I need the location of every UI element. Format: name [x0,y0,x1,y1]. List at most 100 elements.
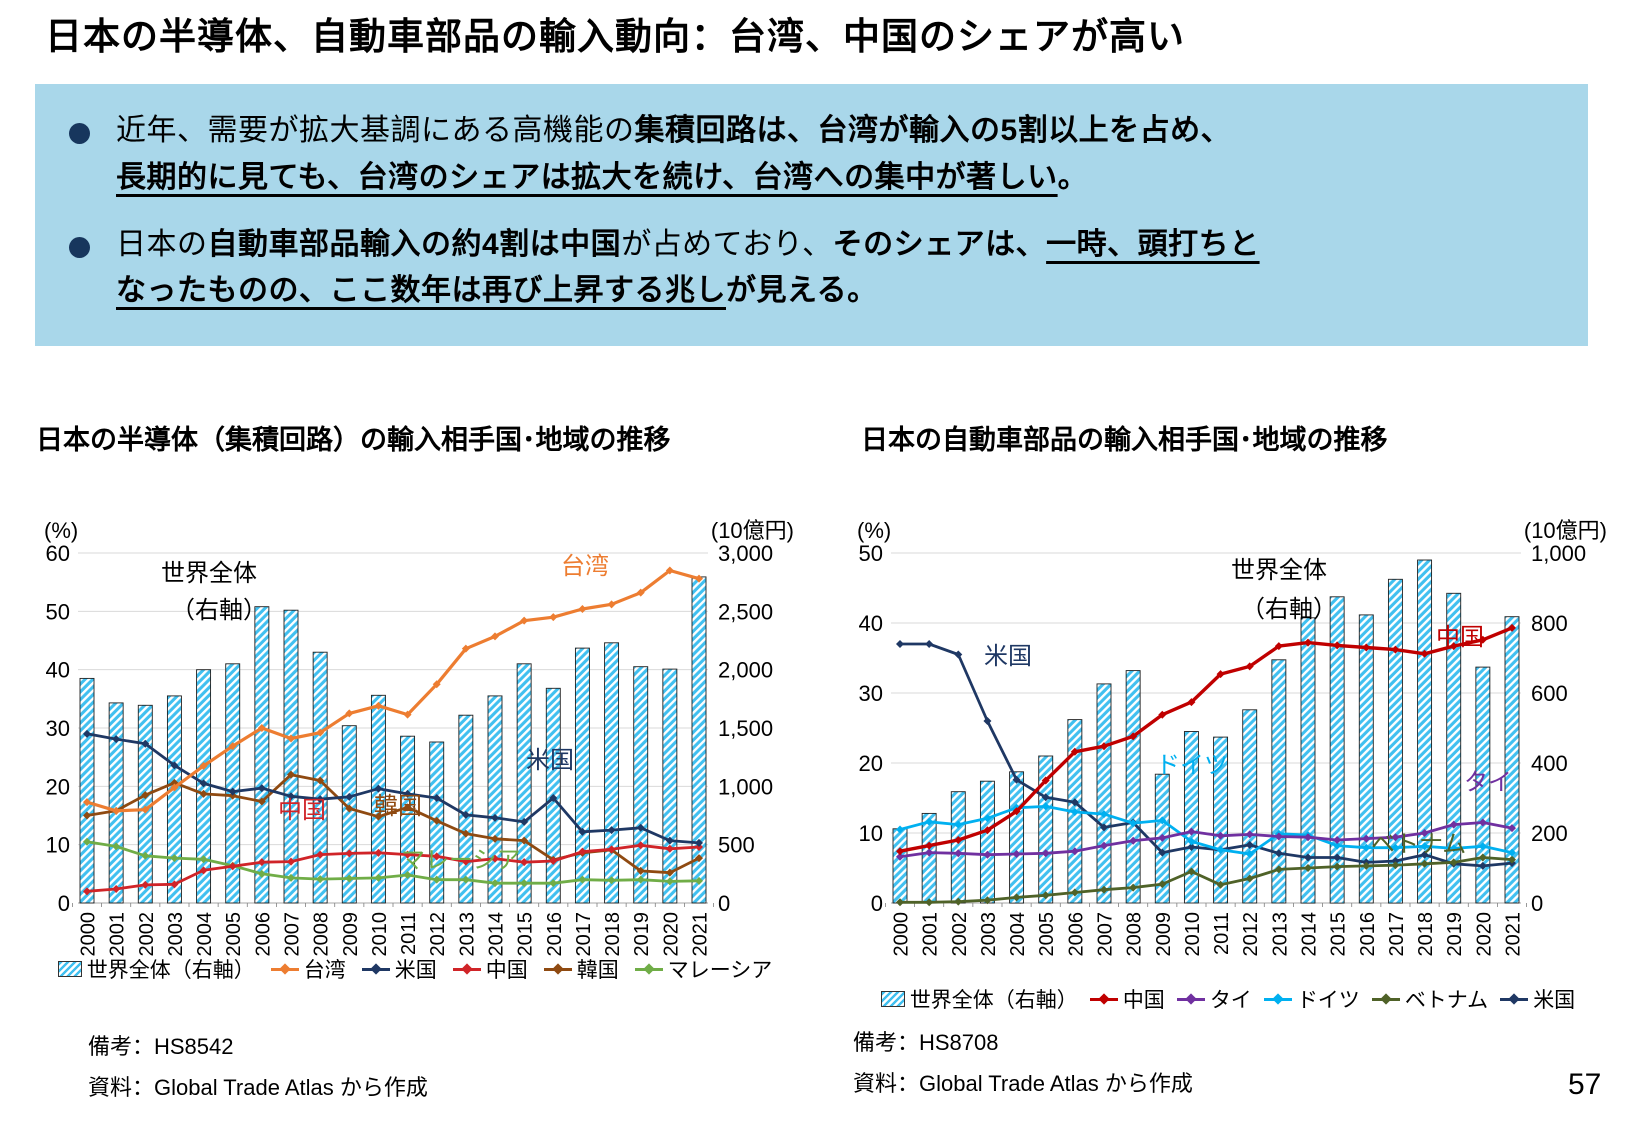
bullet-dot-icon [69,123,90,144]
bullet-segment: 近年、需要が拡大基調にある高機能の [116,114,635,147]
svg-text:500: 500 [718,833,755,858]
svg-text:2006: 2006 [252,912,274,957]
bullet-segment: 一時、頭打ちと [1046,227,1260,261]
note-hs-code: 備考：HS8542 [88,1034,234,1059]
svg-text:400: 400 [1531,751,1568,776]
x-axis-year-labels: 2000 2001 2002 2003 2004 2005 2006 2007 2008 2009… [72,903,714,957]
autoparts-chart: 0 0 10 200 20 400 30 600 40 800 50 1,000 (%) (10億円) 20… [843,511,1613,981]
page-number: 57 [1568,1068,1602,1101]
line-series-米国 [896,640,1516,870]
svg-text:2008: 2008 [1124,912,1146,957]
bullet-segment: 長期的に見ても、台湾のシェアは拡大を続け、台湾への集中が著しい [116,160,1058,194]
svg-text:2013: 2013 [456,912,478,957]
svg-text:50: 50 [46,599,70,624]
annotation-米国: 米国 [984,643,1032,670]
legend-bar-swatch-icon [57,961,82,977]
legend-label: 世界全体（右軸） [909,989,1078,1012]
svg-text:2016: 2016 [544,912,566,957]
legend-label: タイ [1209,989,1252,1012]
bullet-item-1: 近年、需要が拡大基調にある高機能の集積回路は、台湾が輸入の5割以上を占め、 長期的… [35,108,1588,202]
svg-text:2000: 2000 [891,912,913,957]
legend-label: マレーシア [667,959,773,982]
svg-text:10: 10 [859,821,883,846]
svg-text:20: 20 [859,751,883,776]
svg-text:10: 10 [46,833,70,858]
annotation-（右軸）: （右軸） [171,597,267,624]
svg-text:1,000: 1,000 [718,774,773,799]
svg-text:2001: 2001 [107,912,129,957]
svg-text:2014: 2014 [486,912,508,957]
gridlines-and-ticks: 0 0 10 200 20 400 30 600 40 800 50 1,000 (%) (10億円) [857,518,1607,916]
svg-text:2007: 2007 [282,912,304,957]
svg-text:60: 60 [46,541,70,566]
annotation-ベトナム: ベトナム [1371,831,1466,858]
svg-text:2,500: 2,500 [718,599,773,624]
legend-item-韓国: 韓国 [543,954,619,984]
legend-label: 米国 [394,959,437,982]
bullet-dot-icon [69,236,90,258]
legend-line-marker-icon [452,962,481,975]
legend-label: ドイツ [1296,989,1360,1012]
svg-text:0: 0 [871,891,883,916]
legend-line-marker-icon [1371,992,1400,1005]
legend-line-marker-icon [361,962,390,975]
svg-text:2010: 2010 [369,912,391,957]
semiconductor-chart-legend: 世界全体（右軸） 台湾 米国 中国 韓国 マレーシア [30,954,800,984]
svg-text:2000: 2000 [78,912,100,957]
svg-text:2004: 2004 [194,912,216,957]
svg-text:2019: 2019 [631,912,653,957]
svg-text:2010: 2010 [1182,912,1204,957]
bar-series-world-total [79,576,707,904]
bullet-segment: なったものの、ここ数年は再び上昇する兆し [116,274,726,308]
legend-label: 中国 [485,959,528,982]
annotation-台湾: 台湾 [561,553,609,580]
annotation-中国: 中国 [1436,624,1484,651]
chart-title-autoparts: 日本の自動車部品の輸入相手国･地域の推移 [861,425,1388,455]
svg-text:(10億円): (10億円) [711,518,794,543]
svg-text:0: 0 [58,891,70,916]
svg-text:2015: 2015 [515,912,537,957]
line-series-タイ [896,818,1516,861]
svg-text:1,000: 1,000 [1531,541,1586,566]
line-series-台湾 [83,566,703,815]
autoparts-chart-section: 日本の自動車部品の輸入相手国･地域の推移 0 0 10 200 20 400 30 600 40… [843,418,1623,1096]
svg-text:2018: 2018 [602,912,624,957]
legend-item-ドイツ: ドイツ [1263,984,1360,1014]
svg-text:2003: 2003 [978,912,1000,957]
legend-line-marker-icon [1089,992,1118,1005]
legend-item-米国: 米国 [361,954,437,984]
svg-text:2005: 2005 [223,912,245,957]
bullet-segment: が占めており、 [621,227,833,261]
legend-line-marker-icon [1176,992,1205,1005]
svg-text:2002: 2002 [136,912,158,957]
page-title: 日本の半導体、自動車部品の輸入動向：台湾、中国のシェアが高い [45,16,1185,57]
legend-item-世界全体（右軸）: 世界全体（右軸） [880,984,1078,1014]
legend-label: 台湾 [303,959,346,982]
legend-label: 中国 [1122,989,1165,1012]
legend-item-米国: 米国 [1500,984,1575,1014]
svg-text:2012: 2012 [1240,912,1262,957]
svg-text:2003: 2003 [165,912,187,957]
legend-line-marker-icon [634,962,663,975]
bullet-segment: が見える。 [726,274,878,308]
legend-item-マレーシア: マレーシア [634,954,773,984]
svg-text:2002: 2002 [949,912,971,957]
svg-text:2006: 2006 [1065,912,1087,957]
annotation-韓国: 韓国 [374,793,422,820]
annotation-中国: 中国 [278,797,326,824]
note-hs-code: 備考：HS8708 [853,1030,999,1055]
svg-text:2007: 2007 [1095,912,1117,957]
x-axis-year-labels: 2000 2001 2002 2003 2004 2005 2006 2007 2008 2009… [885,903,1527,957]
annotation-（右軸）: （右軸） [1241,596,1337,623]
svg-text:2014: 2014 [1299,912,1321,957]
svg-text:2021: 2021 [690,912,712,957]
svg-text:2013: 2013 [1269,912,1291,957]
svg-text:2011: 2011 [398,912,420,955]
gridlines-and-ticks: 0 0 10 500 20 1,000 30 1,500 40 2,000 50 2,500 60 3,0… [44,518,794,916]
svg-text:40: 40 [46,658,70,683]
bullet-segment: そのシェアは、 [832,227,1047,261]
svg-text:3,000: 3,000 [718,541,773,566]
svg-text:200: 200 [1531,821,1568,846]
line-series-中国 [896,623,1516,856]
